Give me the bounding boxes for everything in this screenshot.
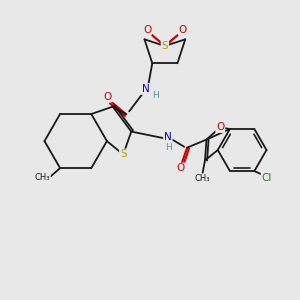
Text: N: N	[142, 84, 149, 94]
Text: O: O	[143, 25, 151, 34]
Text: S: S	[120, 149, 127, 160]
Text: H: H	[165, 143, 172, 152]
Text: CH₃: CH₃	[34, 173, 50, 182]
Text: Cl: Cl	[262, 172, 272, 183]
Text: N: N	[164, 132, 172, 142]
Text: O: O	[216, 122, 224, 132]
Text: O: O	[176, 164, 184, 173]
Text: S: S	[161, 41, 168, 51]
Text: H: H	[153, 91, 159, 100]
Text: O: O	[104, 92, 112, 101]
Text: CH₃: CH₃	[195, 174, 210, 183]
Text: O: O	[178, 25, 187, 34]
